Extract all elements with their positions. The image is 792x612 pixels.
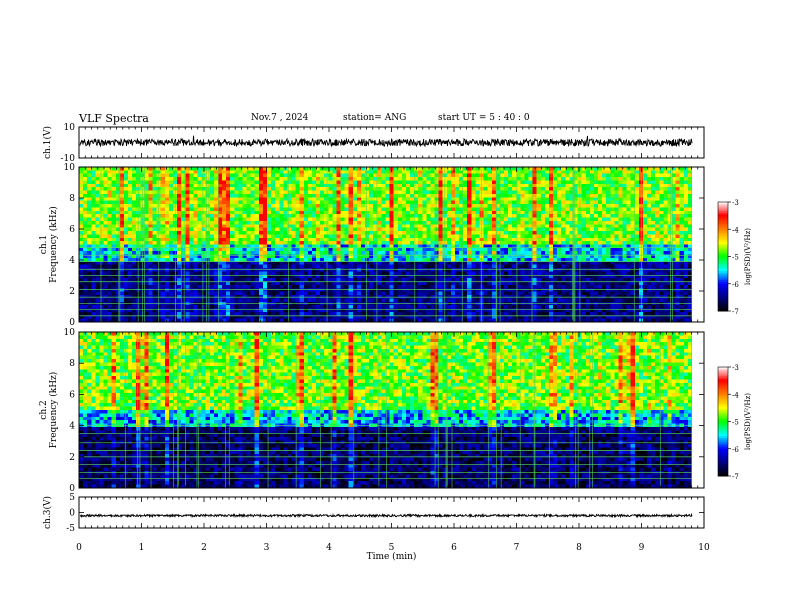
x-tick-label: 3 [264,543,270,553]
colorbar-tick-label: -4 [732,391,739,399]
y-tick-label: 2 [69,453,75,463]
x-tick-label: 1 [139,543,145,553]
y-tick-label: -5 [66,524,75,534]
colorbar-tick-label: -3 [732,199,739,207]
y-tick-label: 6 [69,390,75,400]
y-axis-label: ch.3(V) [42,496,53,529]
y-tick-label: 0 [69,318,75,328]
waveform-trace [79,512,693,519]
x-tick-label: 10 [698,543,710,553]
y-tick-label: 8 [69,359,75,369]
figure-title: VLF Spectra [79,112,149,125]
x-tick-label: 7 [514,543,520,553]
y-tick-label: 0 [69,509,75,519]
y-axis-label: ch.1(V) [42,126,53,159]
y-axis-label: ch.1 [39,235,49,254]
spectrogram-cells [79,332,693,489]
colorbar-tick-label: -5 [732,254,739,262]
colorbar-tick-label: -5 [732,419,739,427]
y-tick-label: -10 [61,154,76,164]
colorbar-tick-label: -7 [732,473,739,481]
y-tick-label: 4 [69,422,75,432]
time-axis: 0 1 2 3 4 5 6 7 8 9 10 Time (min) [76,543,710,562]
x-tick-label: 0 [76,543,82,553]
y-tick-label: 8 [69,194,75,204]
y-tick-label: 4 [69,256,75,266]
colorbar-tick-label: -4 [732,226,739,234]
y-tick-label: 2 [69,287,75,297]
ch2-spectrogram-panel: 0 2 4 6 8 10 ch.2 Frequency (kHz) [39,328,705,494]
ch1-colorbar: -3 -4 -5 -6 -7 log(PSD)(V²/Hz) [717,199,752,316]
colorbar-tick-label: -3 [732,364,739,372]
y-axis-label: Frequency (kHz) [48,206,59,283]
x-tick-label: 5 [389,543,395,553]
spectrogram-cells [79,167,693,323]
ch1-spectrogram-panel: 0 2 4 6 8 10 ch.1 Frequency (kHz) [39,163,705,328]
x-tick-label: 9 [639,543,645,553]
colorbar-label: log(PSD)(V²/Hz) [744,228,752,285]
station-label: station= ANG [343,113,407,123]
y-tick-label: 10 [64,163,76,173]
y-tick-label: 6 [69,225,75,235]
date-label: Nov.7 , 2024 [251,113,309,123]
colorbar-tick-label: -6 [732,446,739,454]
x-tick-label: 4 [326,543,332,553]
y-axis-label: ch.2 [39,400,49,419]
x-tick-label: 6 [451,543,457,553]
y-tick-label: 0 [69,484,75,494]
y-axis-label: Frequency (kHz) [48,372,59,449]
x-axis-label: Time (min) [367,551,417,562]
waveform-trace [79,135,693,148]
ch2-colorbar: -3 -4 -5 -6 -7 log(PSD)(V²/Hz) [717,364,752,481]
colorbar-tick-label: -7 [732,308,739,316]
colorbar-label: log(PSD)(V²/Hz) [744,393,752,450]
y-tick-label: 10 [64,123,76,133]
start-time-label: start UT = 5 : 40 : 0 [438,113,530,123]
x-tick-label: 2 [201,543,207,553]
ch1-waveform-panel: 10 -10 ch.1(V) [42,123,705,164]
y-tick-label: 5 [69,493,75,503]
colorbar-tick-label: -6 [732,281,739,289]
ch3-waveform-panel: 5 0 -5 ch.3(V) [42,493,705,534]
y-tick-label: 10 [64,328,76,338]
x-tick-label: 8 [576,543,582,553]
